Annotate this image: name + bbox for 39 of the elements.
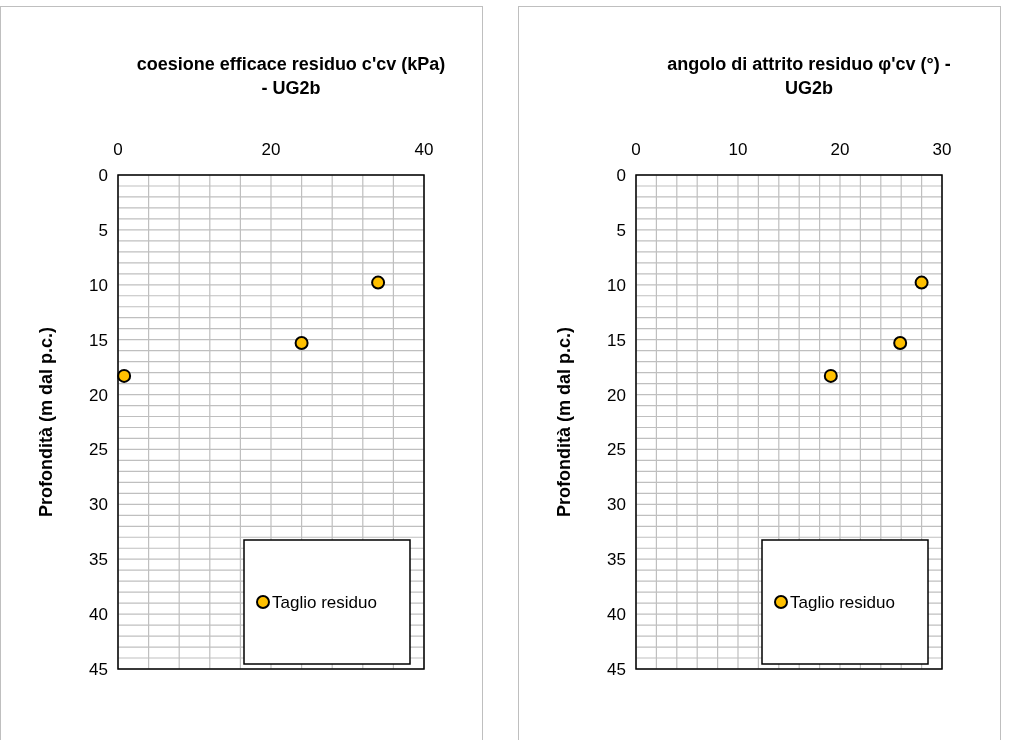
y-tick-label: 35 [607, 550, 626, 570]
y-tick-label: 35 [89, 550, 108, 570]
y-tick-label: 0 [98, 165, 108, 185]
y-tick-label: 40 [607, 605, 626, 625]
point [893, 335, 908, 350]
y-tick-label: 15 [607, 330, 626, 350]
y-tick-label: 25 [89, 440, 108, 460]
point [371, 275, 386, 290]
x-tick-label: 30 [932, 140, 952, 159]
x-tick-label: 0 [631, 140, 641, 159]
y-tick-label: 40 [89, 605, 108, 625]
y-tick-label: 20 [607, 385, 626, 405]
y-tick-label: 20 [89, 385, 108, 405]
point [823, 368, 838, 383]
x-tick-label: 0 [113, 140, 123, 159]
point [294, 335, 309, 350]
y-tick-label: 45 [607, 659, 626, 679]
y-tick-label: 25 [607, 440, 626, 460]
legend-label: Taglio residuo [272, 592, 377, 612]
y-tick-label: 5 [98, 220, 108, 240]
y-tick-label: 30 [607, 495, 626, 515]
y-tick-label: 15 [89, 330, 108, 350]
x-tick-label: 40 [414, 140, 434, 159]
y-tick-label: 30 [89, 495, 108, 515]
y-tick-label: 5 [616, 220, 626, 240]
point [914, 275, 929, 290]
x-tick-label: 20 [261, 140, 281, 159]
y-tick-label: 10 [89, 275, 108, 295]
y-tick-label: 10 [607, 275, 626, 295]
chart-title: coesione efficace residuo c'cv (kPa) - UG2b [136, 54, 446, 98]
point [117, 368, 132, 383]
y-axis-title: Profondità (m dal p.c.) [554, 326, 574, 518]
x-tick-label: 10 [728, 140, 748, 159]
x-tick-label: 20 [830, 140, 850, 159]
chart-title: angolo di attrito residuo φ'cv (°) - UG2b [667, 54, 951, 98]
y-axis-title: Profondità (m dal p.c.) [36, 326, 56, 518]
y-tick-label: 45 [89, 659, 108, 679]
y-tick-label: 0 [616, 165, 626, 185]
legend-label: Taglio residuo [790, 592, 895, 612]
